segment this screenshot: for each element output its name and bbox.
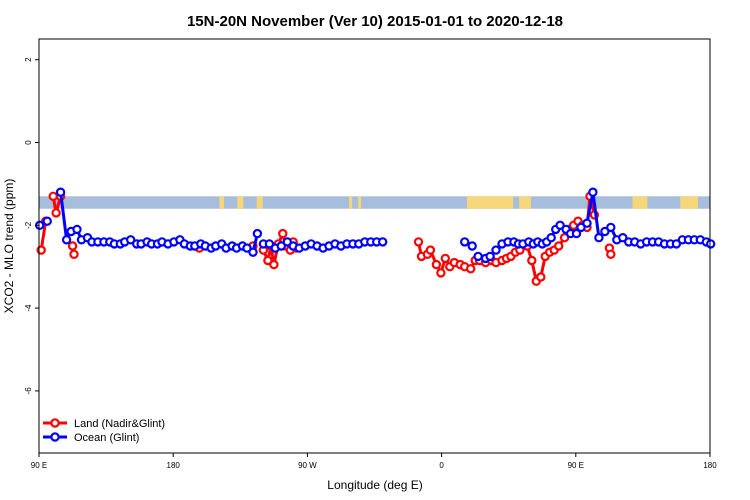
- data-point: [413, 237, 424, 247]
- land-patch: [219, 196, 224, 209]
- data-point: [594, 232, 604, 243]
- data-point: [466, 264, 476, 274]
- y-tick-label: -4: [24, 304, 33, 312]
- data-point: [125, 235, 136, 245]
- data-point: [48, 191, 58, 201]
- data-point: [282, 237, 292, 247]
- data-point: [706, 239, 716, 249]
- land-patch: [519, 196, 532, 209]
- data-point: [546, 232, 556, 243]
- land-patch: [680, 196, 699, 209]
- data-point: [263, 255, 273, 266]
- data-point: [252, 228, 263, 239]
- land-patch: [466, 196, 514, 209]
- data-point: [606, 222, 616, 233]
- data-point: [491, 245, 501, 255]
- data-point: [72, 224, 82, 235]
- x-axis-label: Longitude (deg E): [327, 478, 422, 492]
- x-axis: 90 E 180 90 W 0 90 E 180: [31, 453, 717, 470]
- data-point: [582, 218, 592, 228]
- plot-frame: [38, 38, 711, 454]
- y-tick-label: 0: [24, 140, 33, 145]
- data-point: [618, 232, 628, 243]
- data-point: [61, 235, 72, 245]
- data-point: [242, 243, 252, 253]
- data-point: [264, 239, 275, 249]
- data-point: [473, 251, 483, 262]
- data-point: [576, 222, 586, 233]
- series-line: [39, 220, 48, 251]
- land-patch: [237, 196, 244, 209]
- land-patch: [256, 196, 263, 209]
- x-tick-label: 90 W: [298, 461, 317, 470]
- series-layer: [35, 187, 716, 286]
- ocean-band: [39, 196, 710, 209]
- data-point: [276, 241, 286, 251]
- data-point: [55, 187, 66, 197]
- x-tick-label: 90 E: [31, 461, 47, 470]
- data-point: [536, 272, 546, 282]
- x-tick-label: 180: [167, 461, 181, 470]
- land-ocean-mask: [39, 196, 710, 209]
- data-point: [559, 232, 570, 243]
- data-point: [606, 249, 616, 259]
- y-axis: 2 0 -2 -4 -6: [24, 57, 39, 395]
- data-point: [51, 208, 61, 218]
- data-point: [485, 251, 495, 262]
- y-tick-label: 2: [24, 57, 33, 62]
- x-tick-label: 90 E: [568, 461, 584, 470]
- data-point: [440, 253, 450, 264]
- data-point: [69, 249, 79, 259]
- data-point: [467, 241, 477, 251]
- series-land: [36, 191, 616, 286]
- data-point: [671, 239, 682, 249]
- legend-marker: [50, 432, 60, 442]
- data-point: [278, 228, 288, 239]
- y-tick-label: -2: [24, 221, 33, 229]
- legend-label: Land (Nadir&Glint): [74, 418, 165, 430]
- y-tick-label: -6: [24, 387, 33, 395]
- data-point: [554, 241, 564, 251]
- x-tick-label: 0: [439, 461, 444, 470]
- data-point: [425, 245, 436, 255]
- data-point: [248, 247, 258, 257]
- data-point: [431, 259, 442, 270]
- data-point: [42, 216, 52, 226]
- data-point: [600, 226, 610, 237]
- data-point: [588, 187, 598, 197]
- legend-marker: [50, 418, 60, 428]
- legend: Land (Nadir&Glint) Ocean (Glint): [43, 418, 165, 444]
- land-patch: [358, 196, 362, 209]
- legend-label: Ocean (Glint): [74, 432, 139, 444]
- data-point: [460, 237, 470, 247]
- data-point: [571, 228, 582, 239]
- x-tick-label: 180: [703, 461, 717, 470]
- data-point: [67, 241, 78, 251]
- series-ocean: [35, 187, 716, 264]
- data-point: [378, 237, 388, 247]
- land-patch: [632, 196, 648, 209]
- data-point: [269, 259, 279, 270]
- data-point: [436, 268, 446, 278]
- chart-title: 15N-20N November (Ver 10) 2015-01-01 to …: [187, 13, 563, 30]
- y-axis-label: XCO2 - MLO trend (ppm): [2, 179, 16, 314]
- data-point: [555, 220, 565, 230]
- data-point: [527, 255, 537, 266]
- land-patch: [349, 196, 353, 209]
